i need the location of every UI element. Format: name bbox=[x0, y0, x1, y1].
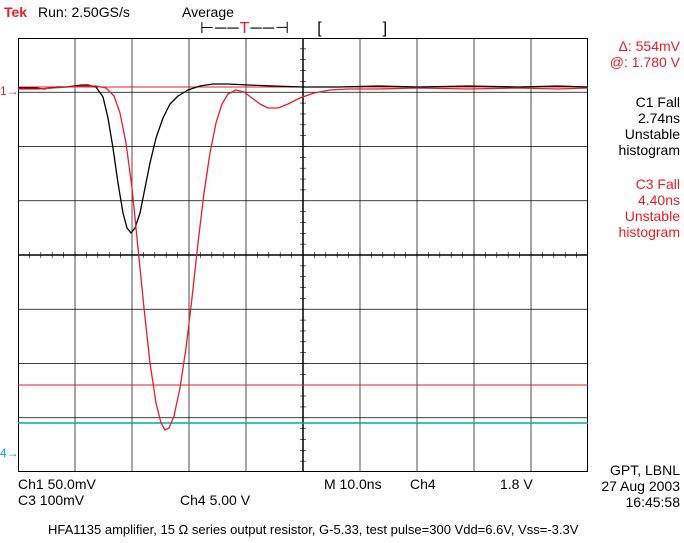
tek-logo: Tek bbox=[4, 4, 27, 20]
location-label: GPT, LBNL bbox=[610, 462, 680, 478]
cursor-at: @: 1.780 V bbox=[610, 54, 680, 70]
time-label: 16:45:58 bbox=[626, 494, 681, 510]
ch1-ground-marker: 1→ bbox=[0, 84, 19, 98]
date-label: 27 Aug 2003 bbox=[601, 478, 680, 494]
oscilloscope-plot bbox=[18, 38, 588, 475]
cursor-delta: Δ: 554mV bbox=[619, 38, 681, 54]
c1-fall-value: 2.74ns bbox=[638, 110, 680, 126]
c3-fall-title: C3 Fall bbox=[636, 176, 680, 192]
c1-fall-title: C1 Fall bbox=[636, 94, 680, 110]
trigger-bracket: ⊢──T──⊣ [ ] bbox=[200, 18, 388, 38]
ch1-scale: Ch1 50.0mV bbox=[18, 476, 96, 492]
c3-unstable: Unstable bbox=[625, 208, 680, 224]
trig-level: 1.8 V bbox=[500, 476, 533, 492]
c1-unstable: Unstable bbox=[625, 126, 680, 142]
ch4-ground-marker: 4→ bbox=[0, 446, 19, 460]
c1-histogram: histogram bbox=[619, 142, 680, 158]
c3-fall-value: 4.40ns bbox=[638, 192, 680, 208]
run-sample-rate: Run: 2.50GS/s bbox=[38, 4, 130, 20]
timebase: M 10.0ns bbox=[324, 476, 382, 492]
ch4-scale: Ch4 5.00 V bbox=[180, 492, 250, 508]
c3-histogram: histogram bbox=[619, 224, 680, 240]
c3-scale: C3 100mV bbox=[18, 492, 84, 508]
trig-source: Ch4 bbox=[410, 476, 436, 492]
footer-caption: HFA1135 amplifier, 15 Ω series output re… bbox=[48, 522, 578, 537]
